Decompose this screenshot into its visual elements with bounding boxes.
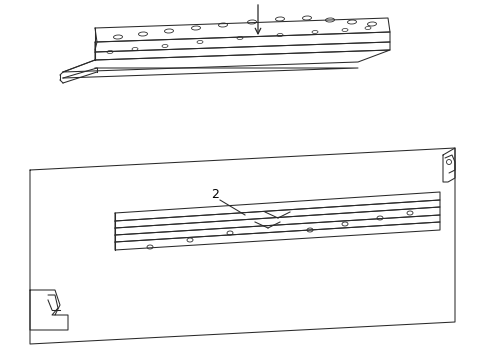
- Text: 2: 2: [211, 189, 219, 202]
